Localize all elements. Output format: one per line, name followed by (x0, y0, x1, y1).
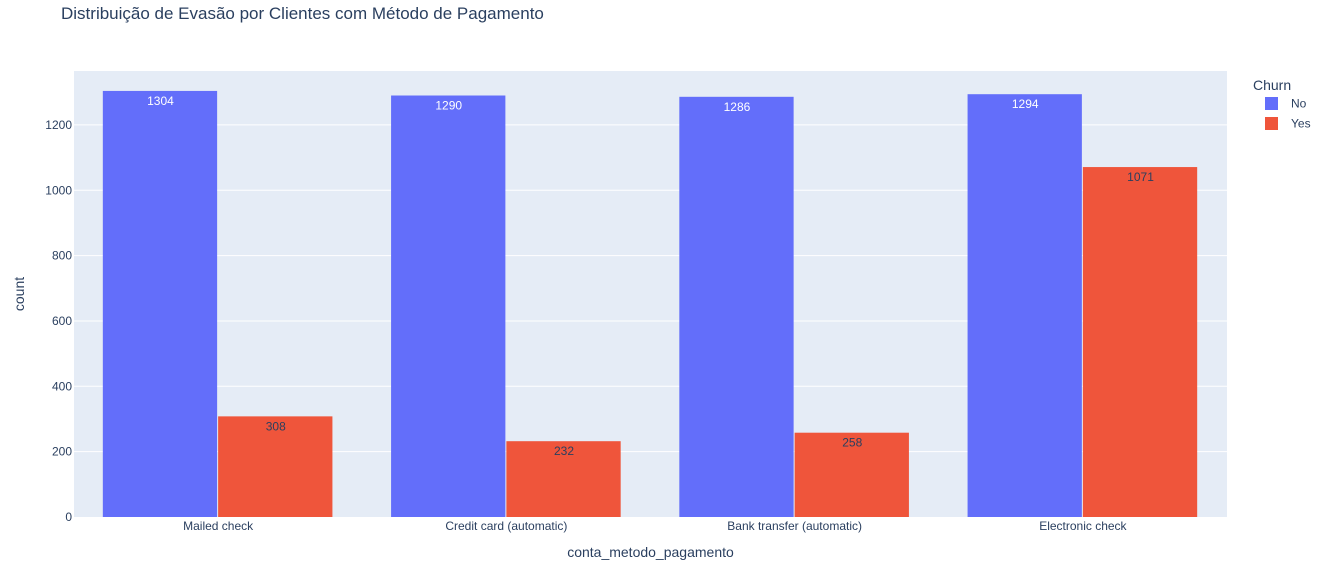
legend-label-yes[interactable]: Yes (1291, 117, 1311, 131)
bar-value-label: 1304 (147, 94, 174, 108)
chart-title: Distribuição de Evasão por Clientes com … (61, 4, 544, 23)
x-axis-title: conta_metodo_pagamento (567, 544, 734, 560)
legend-title: Churn (1253, 77, 1291, 93)
y-axis-title: count (11, 277, 27, 311)
bar-value-label: 1286 (724, 100, 751, 114)
y-axis: 0 200 400 600 800 1000 1200 (45, 118, 72, 524)
y-tick-label: 400 (52, 379, 72, 393)
y-tick-label: 1000 (45, 183, 72, 197)
bar-no[interactable] (679, 96, 794, 518)
bar-yes[interactable] (1082, 167, 1198, 518)
x-tick-label: Electronic check (1039, 519, 1127, 533)
bar-value-label: 1071 (1127, 170, 1154, 184)
bar-yes[interactable] (506, 441, 621, 517)
legend-label-no[interactable]: No (1291, 97, 1307, 111)
x-tick-label: Mailed check (183, 519, 254, 533)
bar-value-label: 232 (554, 444, 574, 458)
bar-value-label: 1290 (435, 99, 462, 113)
bar-value-label: 1294 (1012, 97, 1039, 111)
bar-value-label: 308 (266, 419, 286, 433)
y-tick-label: 600 (52, 314, 72, 328)
y-tick-label: 1200 (45, 118, 72, 132)
bar-yes[interactable] (794, 432, 909, 517)
y-tick-label: 800 (52, 249, 72, 263)
x-tick-label: Credit card (automatic) (445, 519, 567, 533)
bar-no[interactable] (967, 94, 1082, 517)
y-tick-label: 0 (65, 510, 72, 524)
bar-no[interactable] (102, 90, 218, 517)
legend-swatch-yes[interactable] (1265, 117, 1278, 130)
bar-labels-group: 1304 308 1290 232 1286 258 1294 1071 (147, 94, 1154, 458)
bar-yes[interactable] (218, 416, 333, 517)
y-tick-label: 200 (52, 445, 72, 459)
bar-no[interactable] (391, 95, 506, 517)
bars-group (102, 90, 1198, 518)
x-tick-label: Bank transfer (automatic) (727, 519, 862, 533)
legend-swatch-no[interactable] (1265, 97, 1278, 110)
bar-value-label: 258 (842, 436, 862, 450)
x-axis: Mailed check Credit card (automatic) Bank … (183, 519, 1127, 533)
